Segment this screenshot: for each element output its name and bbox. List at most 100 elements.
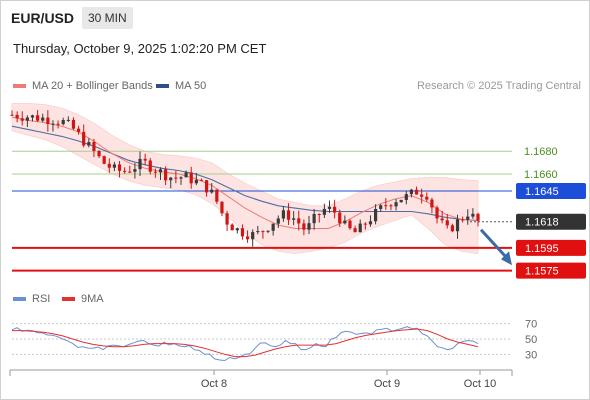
level-tag-1.1595: [516, 239, 586, 256]
level-tag-1.1575: [516, 262, 586, 279]
candle-body: [179, 177, 183, 179]
chart-header: EUR/USD 30 MIN: [0, 0, 590, 36]
candle-body: [476, 213, 480, 221]
candle-body: [425, 196, 429, 200]
candle-body: [302, 223, 306, 230]
candle-body: [266, 230, 270, 232]
candle-body: [240, 228, 245, 237]
candle-body: [189, 172, 193, 184]
candle-body: [20, 118, 24, 121]
symbol-label[interactable]: EUR/USD: [11, 10, 75, 26]
level-label-1.1618: 1.1618: [525, 217, 559, 229]
rsi-ma-line: [12, 328, 479, 358]
candle-body: [71, 119, 76, 129]
rsi-tick-70: 70: [525, 319, 537, 331]
candle-body: [61, 120, 65, 125]
candle-body: [389, 205, 393, 207]
legend-ma50: MA 50: [156, 80, 206, 92]
interval-button[interactable]: 30 MIN: [82, 7, 133, 29]
copyright: Research © 2025 Trading Central: [416, 80, 581, 92]
candle-body: [87, 142, 91, 146]
candle-body: [102, 156, 106, 164]
rsi-line: [11, 326, 479, 362]
ma20-swatch: [13, 84, 26, 89]
candle-body: [235, 228, 239, 231]
candle-body: [15, 114, 19, 119]
ma20-line: [11, 116, 479, 229]
candle-body: [215, 189, 219, 202]
candle-body: [92, 142, 96, 152]
candle-body: [404, 194, 408, 200]
candle-body: [399, 199, 403, 203]
ma50-swatch: [156, 84, 169, 89]
candle-body: [112, 164, 117, 168]
candle-body: [276, 218, 280, 224]
candle-body: [445, 220, 449, 226]
level-tag-1.1618: [516, 213, 586, 230]
candle-body: [286, 210, 291, 220]
candle-body: [199, 179, 204, 181]
forecast-arrow-head: [501, 251, 512, 266]
candle-body: [384, 205, 388, 207]
candle-body: [450, 225, 454, 232]
candle-body: [230, 224, 234, 231]
candle-body: [225, 213, 229, 225]
candle-body: [148, 160, 152, 172]
candle-body: [123, 170, 127, 172]
forecast-arrow-shaft: [479, 228, 510, 261]
rsi-ma-swatch: [62, 297, 75, 302]
rsi-tick-30: 30: [525, 349, 537, 361]
legend-rsi-ma-label: 9MA: [81, 293, 104, 305]
candle-body: [46, 117, 50, 124]
candle-body: [210, 189, 214, 193]
candle-body: [56, 123, 60, 125]
candle-body: [373, 208, 378, 222]
candle-body: [153, 171, 157, 173]
candle-body: [348, 220, 352, 229]
candle-body: [128, 171, 132, 173]
candle-body: [461, 219, 465, 221]
candle-body: [420, 194, 424, 197]
candle-body: [251, 232, 255, 240]
legend-rsi-ma: 9MA: [62, 293, 104, 305]
candle-body: [271, 223, 275, 231]
candle-body: [312, 213, 316, 224]
candle-body: [174, 177, 178, 179]
candle-body: [435, 207, 439, 219]
candle-body: [97, 151, 101, 157]
candle-body: [327, 206, 332, 209]
legend-rsi: RSI: [13, 293, 50, 305]
candle-body: [368, 221, 373, 225]
candle-body: [169, 177, 173, 181]
candle-body: [353, 228, 357, 233]
level-label-1.1660: 1.1660: [524, 169, 558, 181]
level-label-1.1680: 1.1680: [524, 146, 558, 158]
candle-body: [41, 117, 45, 121]
candle-body: [138, 158, 142, 170]
legend-ma50-label: MA 50: [175, 80, 207, 92]
legend-ma-bb: MA 20 + Bollinger Bands: [13, 80, 153, 92]
candle-body: [133, 169, 137, 172]
candle-body: [363, 223, 367, 225]
candle-body: [143, 158, 147, 161]
candle-body: [220, 201, 224, 214]
x-tick-Oct 9: Oct 9: [374, 378, 400, 390]
candle-body: [194, 179, 198, 184]
candle-body: [261, 231, 265, 233]
candle-body: [10, 114, 14, 116]
candle-body: [25, 117, 29, 121]
candle-body: [322, 208, 326, 215]
candle-body: [333, 206, 337, 213]
candle-body: [204, 180, 209, 193]
candles-group: [10, 109, 480, 247]
candle-body: [343, 220, 347, 224]
x-tick-Oct 10: Oct 10: [464, 378, 496, 390]
candle-body: [338, 212, 342, 224]
candle-body: [76, 128, 81, 132]
candle-body: [414, 189, 419, 195]
rsi-tick-50: 50: [525, 334, 537, 346]
candle-body: [297, 218, 301, 224]
candle-body: [440, 218, 444, 221]
